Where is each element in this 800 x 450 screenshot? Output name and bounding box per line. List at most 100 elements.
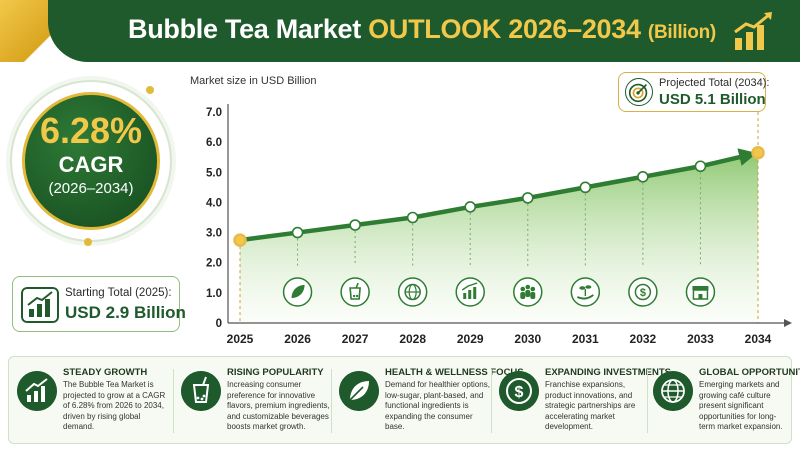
leaf-icon — [282, 277, 313, 307]
globe-icon — [397, 277, 428, 307]
leaf-shape — [579, 286, 586, 290]
people-icon — [513, 277, 543, 307]
person-body — [525, 290, 531, 297]
dollar-glyph: $ — [640, 287, 646, 299]
page-title: Bubble Tea Market OUTLOOK 2026–2034 (Bil… — [128, 14, 716, 45]
store-door — [698, 294, 703, 299]
leaf-shape — [585, 285, 592, 289]
projected-total-card: Projected Total (2034): USD 5.1 Billion — [618, 72, 770, 112]
starting-total-label: Starting Total (2025): — [65, 287, 172, 299]
insight-text: Emerging markets and growing café cultur… — [699, 380, 783, 431]
insight-card-global-opportunity: GLOBAL OPPORTUNITY Emerging markets and … — [653, 365, 800, 439]
bar-shape — [473, 287, 477, 299]
title-unit: (Billion) — [647, 22, 716, 43]
person-head — [525, 284, 531, 290]
icon-badge — [340, 277, 370, 307]
x-tick-label: 2025 — [227, 332, 254, 346]
cagr-circle — [22, 92, 160, 230]
hand-shape — [576, 294, 594, 300]
y-tick-label: 2.0 — [206, 258, 222, 270]
title-main: Bubble Tea Market — [128, 14, 361, 44]
x-tick-label: 2027 — [342, 332, 369, 346]
cagr-value: 6.28% — [39, 110, 143, 151]
y-tick-label: 7.0 — [206, 107, 222, 119]
svg-text:$: $ — [515, 384, 524, 401]
person-head — [520, 286, 526, 292]
insight-text: Increasing consumer preference for innov… — [227, 380, 330, 431]
y-tick-label: 5.0 — [206, 167, 222, 179]
straw-shape — [355, 282, 359, 289]
series-line — [239, 148, 758, 243]
data-point — [521, 192, 534, 204]
data-point — [751, 145, 765, 160]
insight-card-steady-growth: STEADY GROWTH The Bubble Tea Market is p… — [17, 365, 167, 439]
data-point — [291, 226, 304, 239]
dollar-coin-icon: $ — [499, 371, 539, 411]
data-point — [637, 171, 649, 183]
data-point — [579, 181, 592, 194]
insight-title: GLOBAL OPPORTUNITY — [699, 367, 800, 378]
insight-title: STEADY GROWTH — [63, 367, 148, 378]
y-tick-label: 1.0 — [206, 288, 222, 300]
insight-title: HEALTH & WELLNESS FOCUS — [385, 367, 524, 378]
y-tick-label: 3.0 — [206, 228, 222, 240]
insight-card-health-wellness: HEALTH & WELLNESS FOCUS Demand for healt… — [339, 365, 524, 439]
x-tick-label: 2033 — [687, 332, 714, 346]
data-point — [464, 201, 477, 213]
bubble-tea-cup-icon — [340, 277, 370, 307]
person-body — [530, 292, 536, 299]
insight-text: Franchise expansions, product innovation… — [545, 380, 636, 431]
insight-card-rising-popularity: RISING POPULARITY Increasing consumer pr… — [181, 365, 331, 439]
y-axis-label: Market size in USD Billion — [190, 75, 317, 87]
data-point — [349, 219, 361, 231]
header-band — [48, 0, 800, 62]
target-icon — [625, 78, 653, 106]
cagr-period: (2026–2034) — [48, 180, 134, 197]
insight-card-expanding-investments: $ EXPANDING INVESTMENTS Franchise expans… — [499, 365, 671, 439]
x-axis-arrow — [784, 319, 792, 327]
coin-outline — [634, 283, 652, 301]
x-tick-label: 2031 — [572, 332, 599, 346]
icon-badge — [628, 277, 658, 307]
bubble-tea-cup-icon — [181, 371, 221, 411]
x-tick-label: 2034 — [745, 332, 772, 346]
cagr-dot-top — [146, 86, 154, 94]
pearl-shape — [352, 294, 356, 298]
x-tick-label: 2029 — [457, 332, 484, 346]
projected-total-label: Projected Total (2034): — [659, 77, 770, 89]
projected-total-value: USD 5.1 Billion — [659, 91, 766, 108]
icon-badge — [685, 277, 716, 307]
growth-chart-icon — [17, 371, 57, 411]
header: Bubble Tea Market OUTLOOK 2026–2034 (Bil… — [0, 0, 800, 64]
bar-shape — [463, 293, 467, 299]
insight-title: RISING POPULARITY — [227, 367, 324, 378]
x-tick-label: 2032 — [630, 332, 657, 346]
store-icon — [685, 277, 716, 307]
starting-total-value: USD 2.9 Billion — [65, 303, 186, 322]
data-point — [406, 211, 419, 224]
bar-chart-growth-icon — [734, 12, 772, 50]
divider — [647, 369, 648, 433]
bar-chart-icon — [21, 287, 59, 323]
leaf-icon — [339, 371, 379, 411]
insight-title: EXPANDING INVESTMENTS — [545, 367, 671, 378]
market-size-chart: Market size in USD Billion 0 1.0 2.0 3.0 4.0… — [182, 70, 800, 350]
awning-shape — [692, 286, 709, 290]
bar-shape — [468, 290, 472, 299]
cagr-label: CAGR — [58, 152, 124, 177]
growth-chart-icon — [455, 277, 485, 307]
cagr-dot-bottom — [84, 238, 92, 246]
y-tick-label: 4.0 — [206, 197, 222, 209]
pearl-shape — [355, 294, 359, 298]
x-tick-label: 2028 — [399, 332, 426, 346]
person-body — [520, 292, 526, 299]
divider — [173, 369, 174, 433]
globe-icon — [653, 371, 693, 411]
trend-shape — [461, 282, 478, 291]
area-fill — [240, 152, 758, 323]
divider — [331, 369, 332, 433]
starting-total-card: Starting Total (2025): USD 2.9 Billion — [12, 276, 186, 332]
dollar-coin-icon: $ — [628, 277, 658, 307]
hand-plant-icon — [570, 277, 601, 307]
title-outlook: OUTLOOK 2026–2034 — [368, 14, 641, 44]
